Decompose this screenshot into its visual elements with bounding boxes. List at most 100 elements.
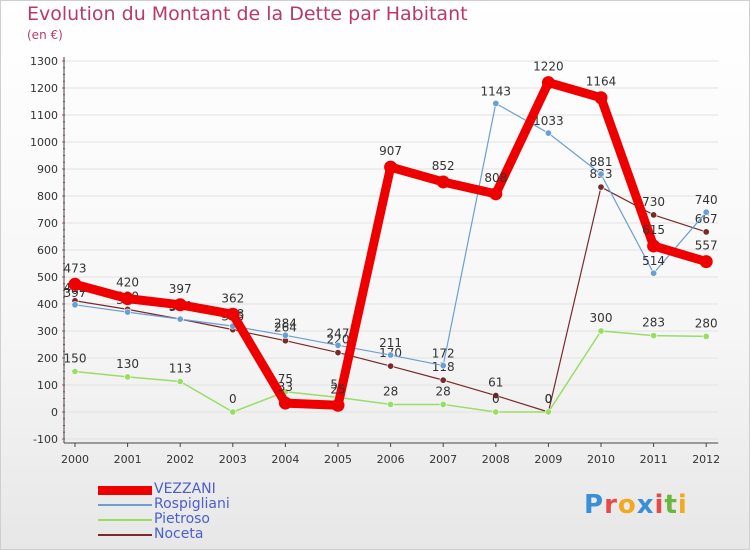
y-tick-label: 300 bbox=[37, 325, 58, 338]
y-tick-label: 700 bbox=[37, 217, 58, 230]
data-label-vezzani: 557 bbox=[695, 239, 718, 253]
logo-letter: P bbox=[584, 490, 605, 520]
y-tick-label: 1200 bbox=[30, 82, 58, 95]
data-label-vezzani: 397 bbox=[169, 282, 192, 296]
data-point-vezzani bbox=[68, 277, 82, 291]
data-point-rospigliani bbox=[176, 315, 184, 323]
data-label-vezzani: 362 bbox=[221, 291, 244, 305]
data-point-rospigliani bbox=[702, 208, 710, 216]
data-label-pietroso: 0 bbox=[229, 392, 237, 406]
data-label-noceta: 264 bbox=[274, 321, 297, 335]
legend-swatch bbox=[98, 504, 152, 506]
y-tick-label: 1000 bbox=[30, 136, 58, 149]
x-tick-label: 2001 bbox=[114, 453, 142, 466]
data-label-rospigliani: 740 bbox=[695, 193, 718, 207]
data-point-pietroso bbox=[439, 400, 447, 408]
logo-letter: x bbox=[636, 490, 655, 520]
data-point-pietroso bbox=[387, 400, 395, 408]
data-point-rospigliani bbox=[650, 269, 658, 277]
data-label-vezzani: 615 bbox=[642, 223, 665, 237]
y-tick-label: 100 bbox=[37, 379, 58, 392]
legend-label: Rospigliani bbox=[154, 496, 230, 512]
data-label-rospigliani: 172 bbox=[432, 347, 455, 361]
legend-label: Pietroso bbox=[154, 511, 210, 527]
data-label-noceta: 61 bbox=[488, 376, 503, 390]
data-point-vezzani bbox=[594, 91, 608, 105]
data-label-pietroso: 150 bbox=[64, 352, 87, 366]
data-point-rospigliani bbox=[544, 129, 552, 137]
data-label-vezzani: 808 bbox=[484, 171, 507, 185]
data-point-rospigliani bbox=[492, 99, 500, 107]
data-label-pietroso: 283 bbox=[642, 316, 665, 330]
data-point-rospigliani bbox=[281, 331, 289, 339]
data-point-vezzani bbox=[489, 187, 503, 201]
x-tick-label: 2000 bbox=[61, 453, 89, 466]
data-label-pietroso: 0 bbox=[545, 392, 553, 406]
x-tick-label: 2011 bbox=[640, 453, 668, 466]
data-label-rospigliani: 514 bbox=[642, 254, 665, 268]
x-tick-label: 2006 bbox=[377, 453, 405, 466]
logo-letter: r bbox=[604, 490, 618, 520]
data-point-rospigliani bbox=[387, 351, 395, 359]
data-point-vezzani bbox=[541, 76, 555, 90]
data-point-pietroso bbox=[176, 377, 184, 385]
x-tick-label: 2008 bbox=[482, 453, 510, 466]
data-label-pietroso: 75 bbox=[278, 372, 293, 386]
data-point-rospigliani bbox=[71, 301, 79, 309]
logo-letter: i bbox=[654, 490, 665, 520]
logo-letter: t bbox=[664, 490, 678, 520]
data-label-rospigliani: 284 bbox=[274, 316, 297, 330]
y-tick-label: 1100 bbox=[30, 109, 58, 122]
data-label-pietroso: 113 bbox=[169, 361, 192, 375]
data-label-pietroso: 300 bbox=[590, 311, 613, 325]
legend-swatch bbox=[98, 519, 152, 521]
legend-label: Noceta bbox=[154, 526, 204, 542]
data-label-pietroso: 280 bbox=[695, 316, 718, 330]
y-tick-label: 200 bbox=[37, 352, 58, 365]
y-tick-label: 1300 bbox=[30, 55, 58, 68]
data-point-pietroso bbox=[544, 408, 552, 416]
y-tick-label: 600 bbox=[37, 244, 58, 257]
data-point-pietroso bbox=[71, 367, 79, 375]
chart-subtitle: (en €) bbox=[27, 28, 63, 42]
data-point-noceta bbox=[439, 376, 447, 384]
data-label-noceta: 220 bbox=[327, 333, 350, 347]
data-label-vezzani: 1164 bbox=[586, 75, 617, 89]
data-label-vezzani: 420 bbox=[116, 276, 139, 290]
data-point-pietroso bbox=[229, 408, 237, 416]
data-point-noceta bbox=[702, 228, 710, 236]
data-point-vezzani bbox=[226, 307, 240, 321]
x-tick-label: 2003 bbox=[219, 453, 247, 466]
data-label-vezzani: 25 bbox=[330, 382, 345, 396]
data-point-noceta bbox=[492, 392, 500, 400]
x-tick-label: 2007 bbox=[429, 453, 457, 466]
data-point-vezzani bbox=[173, 298, 187, 312]
data-point-vezzani bbox=[647, 239, 661, 253]
data-label-vezzani: 1220 bbox=[533, 60, 564, 74]
data-point-rospigliani bbox=[597, 170, 605, 178]
data-point-vezzani bbox=[331, 398, 345, 412]
series-line-rospigliani bbox=[74, 102, 707, 367]
data-point-pietroso bbox=[650, 332, 658, 340]
x-tick-label: 2009 bbox=[534, 453, 562, 466]
data-label-vezzani: 907 bbox=[379, 144, 402, 158]
logo-letter: o bbox=[617, 490, 637, 520]
data-label-pietroso: 28 bbox=[383, 384, 398, 398]
y-tick-label: 800 bbox=[37, 190, 58, 203]
y-tick-label: 400 bbox=[37, 298, 58, 311]
legend-label: VEZZANI bbox=[154, 481, 216, 497]
data-point-noceta bbox=[650, 211, 658, 219]
data-label-pietroso: 28 bbox=[436, 384, 451, 398]
data-label-vezzani: 852 bbox=[432, 159, 455, 173]
data-point-vezzani bbox=[384, 160, 398, 174]
legend-swatch bbox=[98, 485, 152, 495]
data-point-pietroso bbox=[597, 327, 605, 335]
y-tick-label: 0 bbox=[51, 406, 58, 419]
data-point-vezzani bbox=[699, 255, 713, 269]
data-label-vezzani: 33 bbox=[278, 380, 293, 394]
data-label-pietroso: 0 bbox=[492, 392, 500, 406]
data-point-rospigliani bbox=[124, 308, 132, 316]
chart-title: Evolution du Montant de la Dette par Hab… bbox=[27, 3, 468, 25]
data-label-noceta: 730 bbox=[642, 195, 665, 209]
data-label-pietroso: 130 bbox=[116, 357, 139, 371]
